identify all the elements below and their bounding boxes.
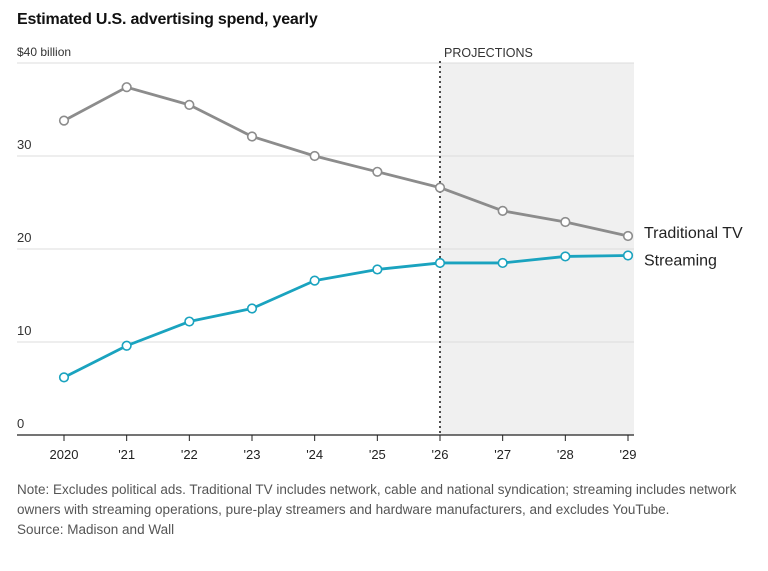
- projection-label: PROJECTIONS: [444, 46, 533, 60]
- data-point: [309, 275, 320, 286]
- x-tick-label: '28: [557, 447, 574, 462]
- data-point: [372, 166, 383, 177]
- x-tick-label: '27: [494, 447, 511, 462]
- line-chart: 0 10 20 30 $40 billion 2020 '21 '22 '23 '24 '25 '26…: [17, 45, 743, 462]
- x-tick-label: '24: [306, 447, 323, 462]
- data-point: [246, 303, 258, 314]
- series-line: [63, 254, 629, 379]
- x-tick-label: '22: [181, 447, 198, 462]
- data-point: [184, 316, 195, 327]
- source-text: Source: Madison and Wall: [17, 522, 175, 537]
- data-point: [497, 205, 508, 216]
- data-point: [309, 150, 320, 162]
- data-point: [560, 251, 571, 262]
- y-tick-label: 10: [17, 323, 31, 338]
- series-line: [63, 85, 629, 238]
- x-tick-label: '29: [620, 447, 637, 462]
- data-point: [58, 115, 70, 126]
- data-point: [184, 99, 195, 110]
- y-tick-label: 20: [17, 230, 31, 245]
- data-point: [121, 340, 132, 351]
- data-point: [372, 264, 383, 275]
- data-point: [246, 131, 258, 142]
- x-tick-label: '26: [432, 447, 449, 462]
- y-tick-label: $40 billion: [17, 45, 71, 59]
- y-tick-label: 30: [17, 137, 31, 152]
- data-point: [560, 216, 571, 228]
- x-tick-label: '21: [118, 447, 135, 462]
- note-text: Note: Excludes political ads. Traditiona…: [17, 482, 737, 517]
- data-point: [121, 82, 132, 93]
- x-tick-label: '23: [244, 447, 261, 462]
- series-label: Traditional TV: [644, 225, 743, 242]
- data-point: [622, 250, 634, 261]
- x-tick-label: 2020: [50, 447, 79, 462]
- chart-notes: Note: Excludes political ads. Traditiona…: [17, 480, 757, 540]
- data-point: [622, 230, 634, 242]
- chart-title: Estimated U.S. advertising spend, yearly: [17, 11, 318, 28]
- y-tick-label: 0: [17, 416, 24, 431]
- data-point: [434, 182, 446, 193]
- x-tick-label: '25: [369, 447, 386, 462]
- series-label: Streaming: [644, 253, 717, 270]
- data-point: [58, 372, 70, 383]
- data-point: [497, 257, 508, 269]
- data-point: [434, 257, 446, 269]
